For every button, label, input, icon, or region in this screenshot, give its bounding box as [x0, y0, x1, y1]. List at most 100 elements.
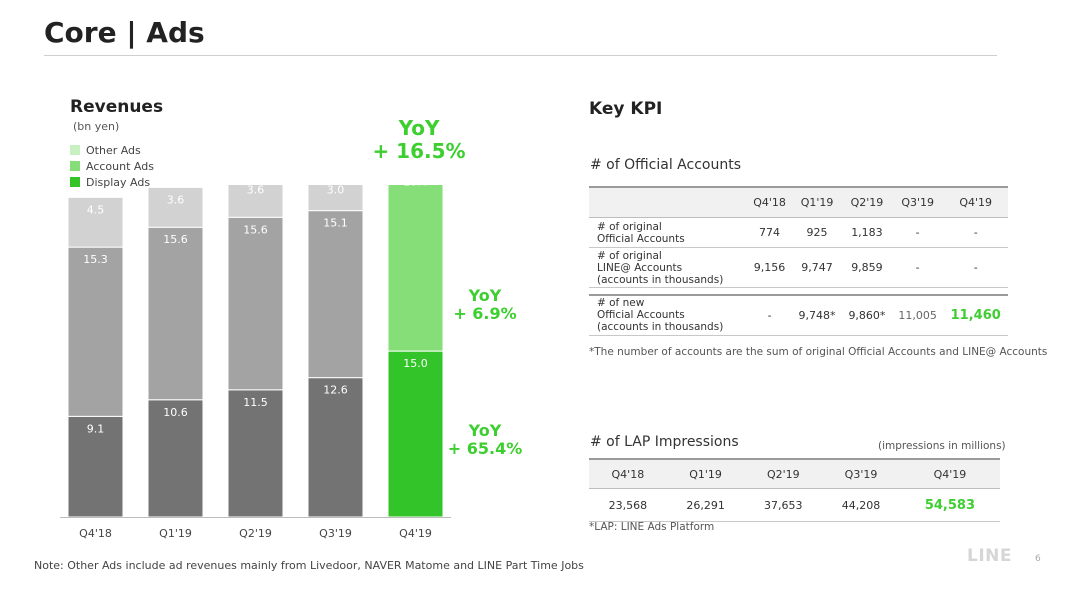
bar-segment-other-ads — [147, 186, 204, 228]
revenues-title: Revenues — [70, 97, 164, 117]
data-label-account-ads: 16.4 — [403, 185, 428, 189]
table-header-cell: Q4'19 — [943, 186, 1008, 218]
table-cell: 26,291 — [666, 488, 745, 522]
footnote: Note: Other Ads include ad revenues main… — [34, 559, 584, 572]
table-cell: - — [943, 217, 1008, 248]
data-label-display-ads: 11.5 — [243, 396, 268, 409]
table-header-cell: Q4'18 — [747, 186, 793, 218]
table-cell: 774 — [747, 217, 793, 248]
data-label-other-ads: 3.6 — [167, 193, 185, 206]
table-header-row: Q4'18 Q1'19 Q2'19 Q3'19 Q4'19 — [589, 458, 1000, 489]
table-header-cell: Q4'19 — [899, 458, 1000, 489]
yoy-display-value: + 65.4% — [447, 439, 523, 459]
bar-segment-account-ads — [307, 210, 364, 379]
official-accounts-note: *The number of accounts are the sum of o… — [589, 346, 1048, 358]
data-label-account-ads: 15.6 — [243, 223, 268, 236]
row-label-line: LINE@ Accounts — [597, 261, 683, 274]
row-label-line: (accounts in thousands) — [597, 273, 724, 286]
table-gap-row — [589, 288, 1008, 296]
data-label-other-ads: 3.6 — [247, 185, 265, 196]
table-cell: 9,156 — [747, 247, 793, 288]
bar-segment-display-ads — [227, 389, 284, 518]
data-label-display-ads: 9.1 — [87, 422, 105, 435]
bar-segment-other-ads — [227, 185, 284, 218]
legend-label-other-ads: Other Ads — [86, 143, 141, 157]
row-label: # of original Official Accounts — [589, 217, 747, 248]
table-row: 23,568 26,291 37,653 44,208 54,583 — [589, 488, 1000, 522]
page-number: 6 — [1035, 554, 1041, 564]
title-divider — [44, 55, 997, 56]
table-cell: 37,653 — [744, 488, 823, 522]
bar-segment-display-ads — [307, 377, 364, 518]
data-label-other-ads: 3.0 — [327, 185, 345, 196]
table-cell: 9,860* — [842, 295, 892, 336]
bar-segment-account-ads — [67, 246, 124, 417]
yoy-total-value: + 16.5% — [372, 139, 466, 163]
table-cell: 1,183 — [842, 217, 892, 248]
row-label-line: (accounts in thousands) — [597, 321, 724, 334]
bar-segment-account-ads — [147, 226, 204, 401]
yoy-display-callout: YoY + 65.4% — [440, 421, 530, 459]
bar-segment-account-ads — [227, 216, 284, 391]
table-header-cell: Q3'19 — [891, 186, 944, 218]
bar-segment-display-ads — [147, 399, 204, 518]
line-logo: LINE — [967, 546, 1012, 566]
data-label-display-ads: 10.6 — [163, 406, 188, 419]
table-cell: 9,748* — [792, 295, 842, 336]
bar-segment-other-ads — [67, 196, 124, 248]
x-tick-label: Q4'18 — [79, 527, 112, 540]
row-label-line: Official Accounts — [597, 232, 685, 245]
lap-title: # of LAP Impressions — [590, 434, 739, 450]
yoy-total-label: YoY — [398, 116, 440, 140]
revenues-unit: (bn yen) — [73, 120, 120, 133]
data-label-account-ads: 15.3 — [83, 253, 108, 266]
lap-note: *LAP: LINE Ads Platform — [589, 521, 715, 533]
yoy-account-label: YoY — [468, 286, 502, 305]
table-cell: - — [943, 247, 1008, 288]
table-header-cell: Q2'19 — [744, 458, 823, 489]
row-label-line: Official Accounts — [597, 309, 685, 322]
data-label-account-ads: 15.1 — [323, 217, 348, 230]
table-header-cell — [589, 186, 747, 218]
data-label-other-ads: 4.5 — [87, 203, 105, 216]
table-cell-highlight: 11,460 — [943, 295, 1008, 336]
table-cell: 9,747 — [792, 247, 842, 288]
legend-label-account-ads: Account Ads — [86, 159, 154, 173]
legend-item-account-ads: Account Ads — [70, 158, 154, 174]
table-cell: 925 — [792, 217, 842, 248]
row-label-line: # of original — [597, 220, 662, 233]
table-row: # of new Official Accounts (accounts in … — [589, 295, 1008, 336]
table-cell: 23,568 — [589, 488, 667, 522]
row-label: # of original LINE@ Accounts (accounts i… — [589, 247, 747, 288]
table-header-cell: Q1'19 — [666, 458, 745, 489]
official-accounts-title: # of Official Accounts — [590, 157, 742, 173]
legend-swatch-other-ads — [70, 145, 80, 155]
data-label-account-ads: 15.6 — [163, 233, 188, 246]
table-row: # of original LINE@ Accounts (accounts i… — [589, 247, 1008, 288]
row-label-line: # of original — [597, 249, 662, 262]
legend-label-display-ads: Display Ads — [86, 175, 151, 189]
bar-segment-account-ads — [387, 185, 444, 352]
revenue-stacked-bar-chart: 9.115.34.529.0Q4'1810.615.63.629.9Q1'191… — [60, 185, 451, 540]
x-tick-label: Q2'19 — [239, 527, 272, 540]
total-label: 29.0 — [83, 185, 108, 186]
legend-swatch-display-ads — [70, 177, 80, 187]
yoy-account-callout: YoY + 6.9% — [440, 286, 530, 324]
x-tick-label: Q4'19 — [399, 527, 432, 540]
legend-item-display-ads: Display Ads — [70, 174, 154, 190]
bar-segment-other-ads — [307, 185, 364, 212]
table-header-cell: Q2'19 — [842, 186, 892, 218]
data-label-display-ads: 12.6 — [323, 384, 348, 397]
yoy-account-value: + 6.9% — [453, 304, 517, 324]
table-header-cell: Q3'19 — [822, 458, 900, 489]
table-cell: 9,859 — [842, 247, 892, 288]
lap-unit: (impressions in millions) — [878, 440, 1006, 452]
table-header-row: Q4'18 Q1'19 Q2'19 Q3'19 Q4'19 — [589, 186, 1008, 218]
table-cell: - — [891, 217, 944, 248]
lap-impressions-table: Q4'18 Q1'19 Q2'19 Q3'19 Q4'19 23,568 26,… — [589, 458, 1000, 522]
table-cell-highlight: 54,583 — [899, 488, 1000, 522]
table-header-cell: Q1'19 — [792, 186, 842, 218]
x-tick-label: Q3'19 — [319, 527, 352, 540]
legend-swatch-account-ads — [70, 161, 80, 171]
table-row: # of original Official Accounts 774 925 … — [589, 217, 1008, 248]
